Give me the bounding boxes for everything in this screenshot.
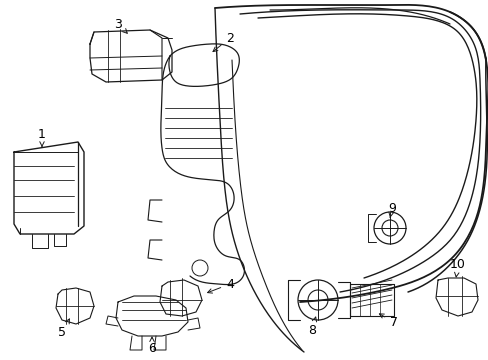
Text: 8: 8 (307, 317, 316, 337)
Text: 9: 9 (387, 202, 395, 217)
Text: 6: 6 (148, 337, 156, 355)
Text: 5: 5 (58, 319, 69, 338)
Text: 7: 7 (379, 314, 397, 328)
Text: 3: 3 (114, 18, 127, 33)
Text: 2: 2 (213, 31, 233, 51)
Text: 1: 1 (38, 127, 46, 147)
Text: 10: 10 (449, 257, 465, 277)
Text: 4: 4 (207, 278, 233, 293)
